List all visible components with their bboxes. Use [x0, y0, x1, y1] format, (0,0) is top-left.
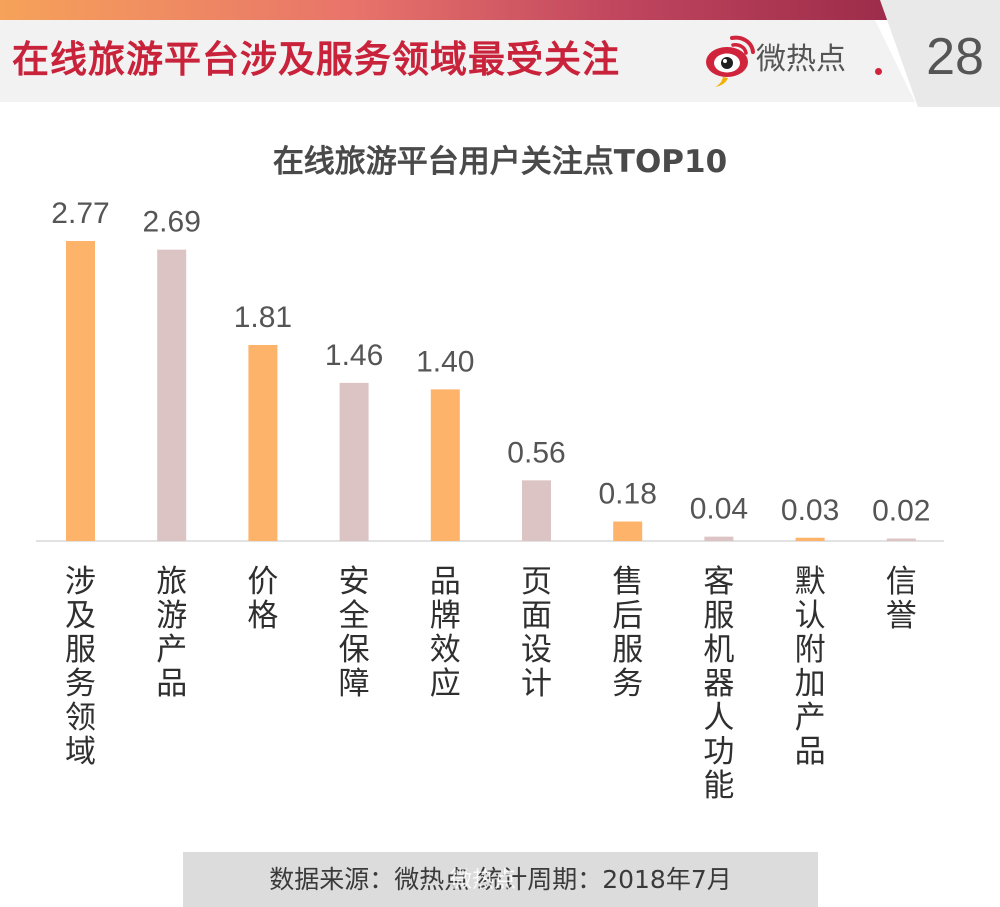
bar-7 — [613, 521, 643, 541]
page-number: 28 — [926, 28, 984, 86]
bar-6 — [522, 480, 551, 541]
bar-10 — [886, 538, 916, 541]
data-label-4: 1.46 — [325, 339, 383, 372]
data-label-6: 0.56 — [507, 436, 565, 469]
data-label-8: 0.04 — [690, 493, 748, 526]
bar-1 — [66, 241, 95, 541]
chart-title: 在线旅游平台用户关注点TOP10 — [272, 144, 728, 180]
category-label-1: 涉及服务领域 — [65, 564, 96, 770]
data-label-3: 1.81 — [234, 301, 292, 334]
page-title: 在线旅游平台涉及服务领域最受关注 — [12, 38, 620, 81]
bar-3 — [248, 344, 278, 541]
category-label-5: 品牌效应 — [430, 564, 461, 702]
category-label-2: 旅游产品 — [156, 564, 187, 702]
weibo-eye-logo-icon — [706, 35, 755, 87]
footer-source-bar: 数据来源：微热点 统计周期：2018年7月 — [183, 852, 818, 907]
logo-dot — [875, 68, 882, 75]
data-label-1: 2.77 — [51, 197, 109, 230]
bar-5 — [430, 389, 460, 541]
bar-8 — [704, 536, 734, 541]
bar-9 — [795, 537, 825, 541]
category-label-10: 信誉 — [886, 564, 917, 634]
category-label-7: 售后服务 — [612, 564, 643, 702]
footer-source-text: 数据来源：微热点 统计周期：2018年7月 — [269, 865, 732, 894]
logo-text: 微热点 — [756, 42, 846, 77]
header-band — [0, 20, 915, 102]
data-label-7: 0.18 — [599, 478, 657, 511]
category-label-6: 页面设计 — [521, 564, 552, 702]
watermark: 微热点 — [450, 868, 517, 893]
category-label-4: 安全保障 — [339, 564, 370, 702]
bar-4 — [339, 382, 369, 541]
category-label-3: 价格 — [247, 564, 278, 634]
data-label-2: 2.69 — [143, 206, 201, 239]
data-label-10: 0.02 — [872, 495, 930, 528]
category-label-9: 默认附加产品 — [795, 564, 826, 770]
data-label-5: 1.40 — [416, 345, 474, 378]
bar-2 — [157, 249, 187, 542]
category-label-8: 客服机器人功能 — [703, 564, 734, 804]
data-label-9: 0.03 — [781, 494, 839, 527]
weibo-logo: 微热点 — [702, 32, 892, 88]
top-gradient-bar — [0, 0, 890, 20]
